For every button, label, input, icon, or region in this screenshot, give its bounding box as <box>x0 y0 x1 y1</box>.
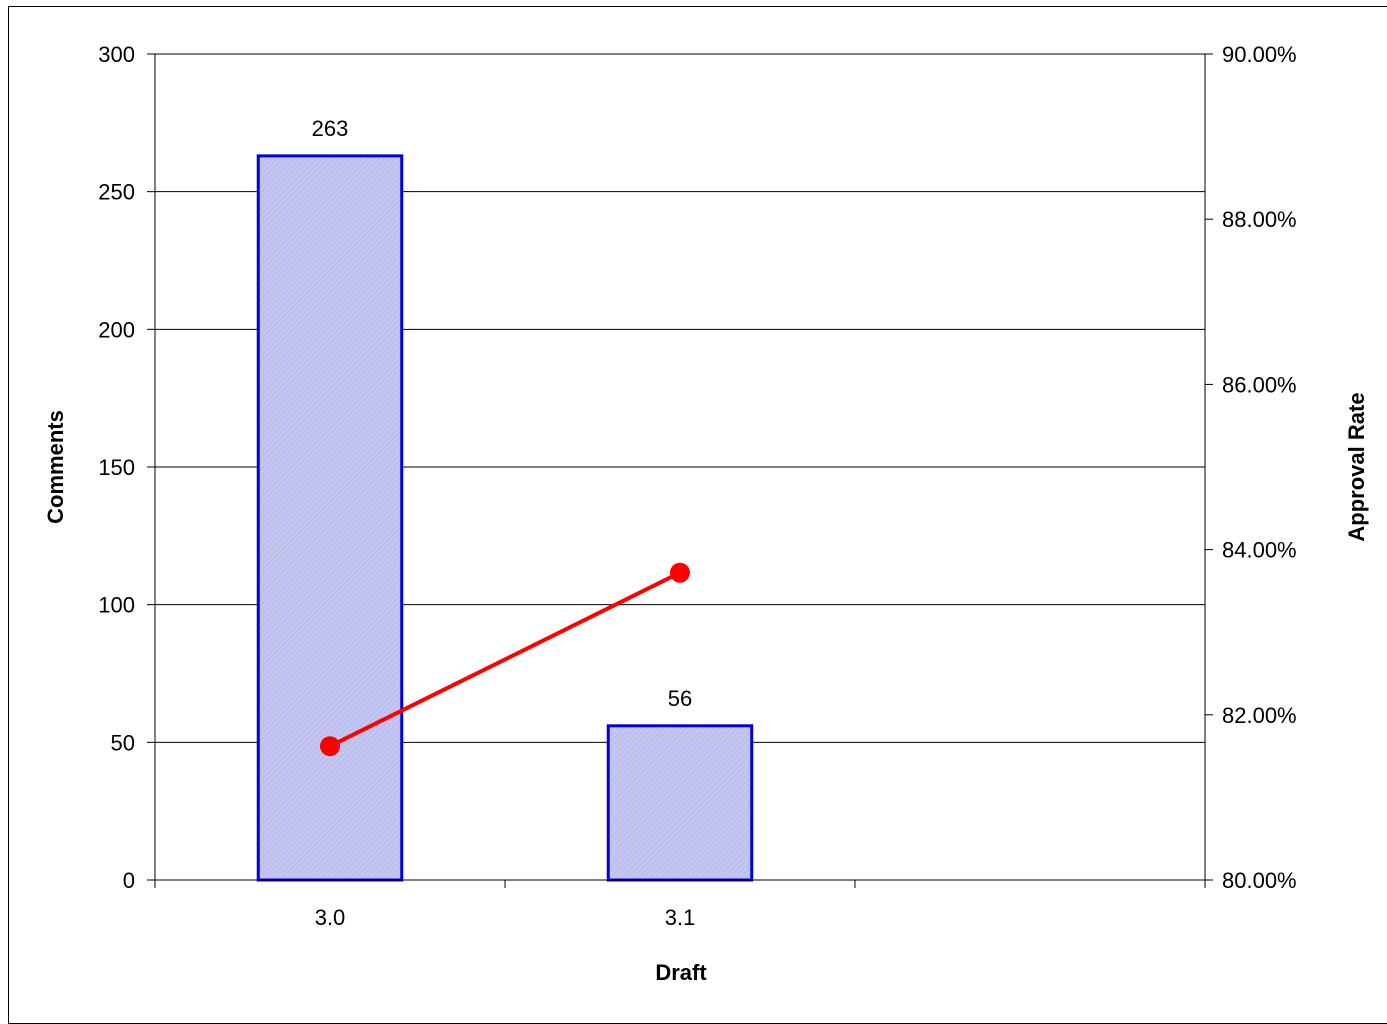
y2-tick-label: 82.00% <box>1222 703 1297 728</box>
y2-tick-label: 80.00% <box>1222 868 1297 893</box>
y2-tick-label: 88.00% <box>1222 207 1297 232</box>
y-tick-label: 250 <box>98 180 135 205</box>
y2-axis-title: Approval Rate <box>1344 392 1369 541</box>
x-tick-label: 3.0 <box>315 905 346 930</box>
y-tick-label: 200 <box>98 317 135 342</box>
axes: 0 50 100 150 200 250 300 80.00% 82.00% 84.00% 86.0… <box>98 42 1296 930</box>
bar <box>256 154 404 882</box>
bar-data-label: 263 <box>312 116 349 141</box>
y2-tick-label: 86.00% <box>1222 372 1297 397</box>
y-axis-title: Comments <box>43 410 68 524</box>
y2-tick-label: 84.00% <box>1222 538 1297 563</box>
approval-rate-point <box>320 736 340 757</box>
y-tick-label: 50 <box>111 730 135 755</box>
approval-rate-series <box>320 562 690 757</box>
y-tick-label: 0 <box>123 868 135 893</box>
labels: 263 56 <box>312 116 693 711</box>
x-axis-title: Draft <box>655 960 707 985</box>
x-tick-label: 3.1 <box>665 905 696 930</box>
bar-data-label: 56 <box>668 686 692 711</box>
bar <box>606 724 754 882</box>
approval-rate-point <box>670 562 690 583</box>
approval-rate-line <box>329 570 681 748</box>
y-tick-label: 300 <box>98 42 135 67</box>
y2-tick-label: 90.00% <box>1222 42 1297 67</box>
y-tick-label: 100 <box>98 593 135 618</box>
bar-series <box>256 154 754 882</box>
y-tick-label: 150 <box>98 455 135 480</box>
